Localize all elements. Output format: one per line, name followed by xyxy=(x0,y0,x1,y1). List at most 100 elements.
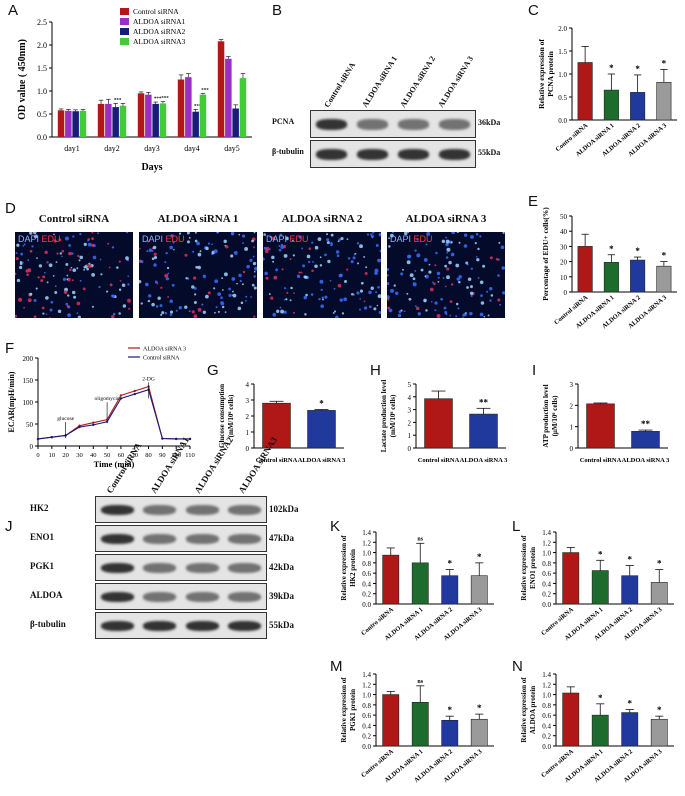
nucleus xyxy=(254,266,257,271)
significance-mark: ** xyxy=(479,397,489,407)
lane-label: ALDOA siRNA 2 xyxy=(398,54,438,109)
nucleus xyxy=(26,273,29,276)
nucleus xyxy=(296,274,301,279)
data-point xyxy=(133,389,136,393)
bar xyxy=(469,413,498,449)
y-axis-label: ALDOA protein xyxy=(529,686,537,734)
nucleus xyxy=(373,307,377,311)
bar xyxy=(145,94,152,137)
bar xyxy=(630,259,646,293)
nucleus xyxy=(207,242,211,245)
nucleus xyxy=(319,264,323,267)
panel-letter-a: A xyxy=(8,2,19,19)
nucleus xyxy=(241,283,244,286)
bar xyxy=(441,719,459,747)
data-point xyxy=(161,437,164,440)
y-tick-label: 1.4 xyxy=(362,529,371,537)
y-tick-label: 0.4 xyxy=(542,722,551,730)
nucleus xyxy=(146,240,150,243)
nucleus xyxy=(242,242,244,245)
significance-mark: * xyxy=(477,703,482,713)
significance-mark: * xyxy=(448,705,453,715)
nucleus xyxy=(265,246,270,251)
blot-size-label: 39kDa xyxy=(269,590,295,601)
stain-labels: DAPI EDU xyxy=(390,234,433,244)
edu-label: EDU xyxy=(41,234,61,244)
protein-band xyxy=(356,118,389,130)
nucleus xyxy=(118,260,121,263)
nucleus xyxy=(324,295,328,299)
nucleus xyxy=(211,243,213,246)
nucleus xyxy=(444,285,447,288)
nucleus xyxy=(61,255,63,258)
chart-c-pcna: 0.0 0.5 1.0 1.5 2.0 Relative expression of PCN… xyxy=(537,25,677,158)
y-tick-label: 1.5 xyxy=(558,48,567,56)
y-axis-label: Relative expression of xyxy=(340,677,348,743)
y-tick-label: 3 xyxy=(408,407,412,415)
protein-band xyxy=(397,148,430,160)
category-label: ALDOA siRNA 3 xyxy=(622,457,670,464)
y-axis-label: ATP production level xyxy=(542,384,550,447)
significance-mark: ns xyxy=(417,679,423,685)
nucleus xyxy=(293,292,295,295)
nucleus xyxy=(375,291,378,294)
nucleus xyxy=(400,272,404,276)
nucleus xyxy=(444,310,448,314)
nucleus xyxy=(20,252,24,256)
bar xyxy=(97,103,105,137)
nucleus xyxy=(431,281,434,284)
chart-h-lactate: 0 1 2 3 4 5 Lactate production level (mM/10⁶ ce… xyxy=(380,380,508,464)
nucleus xyxy=(327,259,331,264)
significance-mark: * xyxy=(477,552,482,562)
nucleus xyxy=(441,239,446,244)
x-tick-label: day2 xyxy=(104,144,120,153)
y-tick-label: 3 xyxy=(246,397,250,405)
y-tick-label: 0.2 xyxy=(362,733,371,741)
nucleus xyxy=(251,283,255,287)
y-tick-label: 2.0 xyxy=(37,41,47,50)
nucleus xyxy=(310,293,314,296)
nucleus xyxy=(304,275,308,279)
nucleus xyxy=(378,232,381,237)
annotation-label: 2-DG xyxy=(142,376,155,382)
nucleus xyxy=(326,238,330,242)
nucleus xyxy=(341,312,345,315)
nucleus xyxy=(59,252,62,255)
nucleus xyxy=(178,232,182,235)
protein-band xyxy=(100,533,134,544)
microscopy-title: Control siRNA xyxy=(38,213,110,225)
significance-mark: * xyxy=(635,246,640,256)
bar xyxy=(577,246,593,293)
nucleus xyxy=(289,299,292,302)
nucleus xyxy=(450,252,455,257)
protein-band xyxy=(315,148,348,160)
nucleus xyxy=(155,305,159,308)
nucleus xyxy=(446,275,450,280)
nucleus xyxy=(67,313,71,318)
nucleus xyxy=(285,298,288,301)
category-label: Control siRNA xyxy=(418,457,460,464)
nucleus xyxy=(77,254,80,258)
nucleus xyxy=(215,306,218,309)
nucleus xyxy=(111,294,116,298)
nucleus xyxy=(97,232,100,235)
bar xyxy=(562,552,580,605)
chart-a-proliferation: 0.0 0.5 1.0 1.5 2.0 2.5 OD value ( 450nm) Days d… xyxy=(17,7,252,173)
y-tick-label: 0.8 xyxy=(542,560,551,568)
nucleus xyxy=(285,236,289,241)
chart-f-ecar: 0 50 100 150 200 0 10 20 30 40 50 60 70 80 90 100 110 ECA… xyxy=(7,347,195,470)
nucleus xyxy=(350,260,354,264)
nucleus xyxy=(34,234,36,237)
y-tick-label: 0.6 xyxy=(542,570,551,578)
y-tick-label: 1.5 xyxy=(37,64,47,73)
nucleus xyxy=(188,310,191,313)
bar xyxy=(192,111,199,137)
nucleus xyxy=(83,269,86,271)
y-axis-label: (mM/10⁶ cells) xyxy=(227,394,235,437)
nucleus xyxy=(194,232,197,234)
nucleus xyxy=(329,279,332,282)
data-point xyxy=(50,436,54,439)
y-tick-label: 0.0 xyxy=(542,601,551,609)
significance-mark: * xyxy=(662,251,667,261)
nucleus xyxy=(191,310,195,314)
